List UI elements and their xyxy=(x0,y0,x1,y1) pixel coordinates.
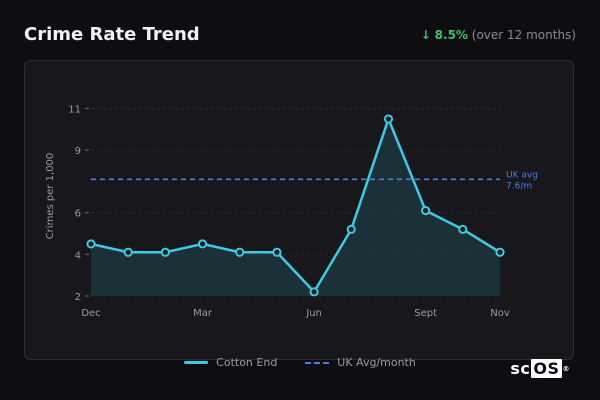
data-point[interactable] xyxy=(495,247,505,257)
data-point[interactable] xyxy=(160,247,170,257)
x-tick-label: Jun xyxy=(305,308,322,319)
data-point[interactable] xyxy=(421,205,431,216)
y-axis-label: Crimes per 1,000 xyxy=(45,153,56,240)
data-point[interactable] xyxy=(123,247,133,257)
brand-logo: sc OS ® xyxy=(510,359,570,378)
data-point[interactable] xyxy=(235,247,245,257)
change-note: (over 12 months) xyxy=(471,28,576,42)
logo-mark: ® xyxy=(562,364,570,373)
uk-avg-value-label: 7.6/m xyxy=(506,181,532,191)
legend-swatch-line xyxy=(184,361,209,364)
chart-card xyxy=(24,60,574,360)
legend: Cotton End UK Avg/month xyxy=(0,356,600,369)
legend-item-cotton-end[interactable]: Cotton End xyxy=(184,356,277,369)
data-point[interactable] xyxy=(272,247,282,257)
change-summary: ↓ 8.5% (over 12 months) xyxy=(421,28,576,42)
y-tick-label: 9 xyxy=(75,146,81,157)
data-point[interactable] xyxy=(346,224,356,234)
y-tick-label: 2 xyxy=(75,292,81,303)
series-points xyxy=(86,114,505,297)
y-tick-label: 4 xyxy=(75,250,81,261)
series-area xyxy=(91,118,500,297)
x-tick-label: Sept xyxy=(414,308,437,319)
legend-label-cotton-end: Cotton End xyxy=(216,356,278,369)
legend-swatch-dashed xyxy=(305,361,330,364)
logo-highlight: OS xyxy=(531,359,562,378)
chart-title: Crime Rate Trend xyxy=(24,24,200,45)
x-tick-label: Nov xyxy=(490,308,510,319)
data-point[interactable] xyxy=(197,239,208,249)
logo-text: sc xyxy=(510,359,531,378)
down-arrow-icon: ↓ xyxy=(420,28,431,42)
x-axis-ticks: Dec Mar Jun Sept Nov xyxy=(81,308,510,319)
y-tick-label: 6 xyxy=(75,209,81,220)
data-point[interactable] xyxy=(86,239,96,249)
y-axis-ticks: 2 4 6 9 11 xyxy=(68,105,89,303)
legend-item-uk-avg[interactable]: UK Avg/month xyxy=(305,356,416,369)
y-tick-label: 11 xyxy=(68,105,81,116)
x-tick-label: Mar xyxy=(193,308,213,319)
x-tick-label: Dec xyxy=(81,308,100,319)
legend-label-uk-avg: UK Avg/month xyxy=(337,356,416,369)
data-point[interactable] xyxy=(383,114,394,124)
uk-avg-label: UK avg xyxy=(506,170,538,180)
data-point[interactable] xyxy=(309,287,319,297)
data-point[interactable] xyxy=(458,224,468,234)
series-line-cotton-end xyxy=(90,117,501,294)
change-value: 8.5% xyxy=(434,28,468,42)
